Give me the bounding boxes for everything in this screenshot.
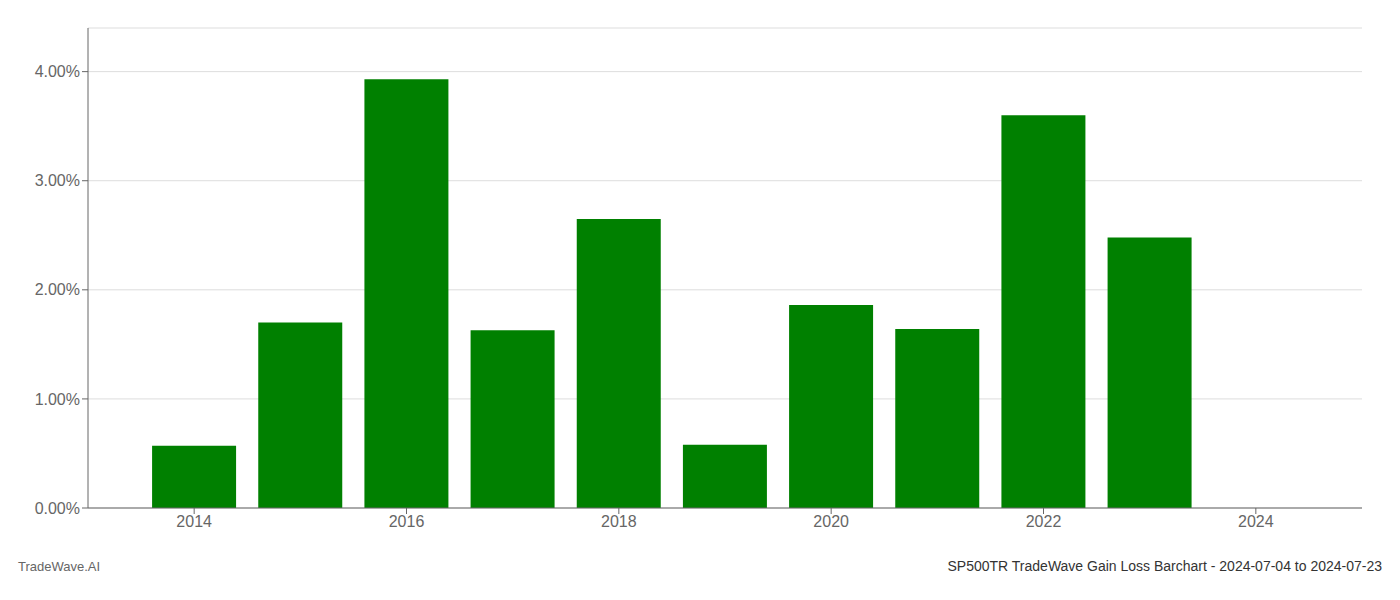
svg-text:0.00%: 0.00% — [35, 500, 80, 517]
svg-text:4.00%: 4.00% — [35, 63, 80, 80]
svg-text:2024: 2024 — [1238, 513, 1274, 530]
svg-text:3.00%: 3.00% — [35, 172, 80, 189]
svg-text:2022: 2022 — [1026, 513, 1062, 530]
svg-text:2020: 2020 — [813, 513, 849, 530]
svg-text:2.00%: 2.00% — [35, 281, 80, 298]
html-text:TradeWave.AI: TradeWave.AI — [18, 559, 101, 574]
svg-text:1.00%: 1.00% — [35, 391, 80, 408]
svg-text:2014: 2014 — [176, 513, 212, 530]
html-text:SP500TR TradeWave Gain Loss Ba: SP500TR TradeWave Gain Loss Barchart - 2… — [947, 558, 1382, 574]
svg-text:2018: 2018 — [601, 513, 637, 530]
svg-text:2016: 2016 — [389, 513, 425, 530]
